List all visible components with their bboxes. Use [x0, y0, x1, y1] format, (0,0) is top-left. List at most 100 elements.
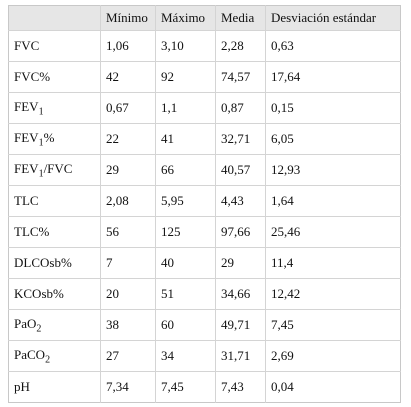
label-text: FEV [14, 160, 39, 176]
value-cell: 40,57 [215, 154, 266, 186]
table-row: FEV1% 22 41 32,71 6,05 [8, 123, 401, 155]
value-cell: 25,46 [265, 216, 401, 248]
value-cell: 3,10 [155, 30, 216, 62]
table-row: FVC 1,06 3,10 2,28 0,63 [8, 30, 401, 62]
row-label: pH [8, 371, 101, 403]
value-cell: 0,67 [100, 92, 156, 124]
value-cell: 56 [100, 216, 156, 248]
value-cell: 34 [155, 340, 216, 372]
row-label: KCOsb% [8, 278, 101, 310]
label-text: KCOsb% [14, 286, 64, 301]
value-cell: 1,06 [100, 30, 156, 62]
table-row: KCOsb% 20 51 34,66 12,42 [8, 278, 401, 310]
value-cell: 92 [155, 61, 216, 93]
value-cell: 17,64 [265, 61, 401, 93]
value-cell: 29 [215, 247, 266, 279]
row-label: PaCO2 [8, 340, 101, 372]
value-cell: 2,08 [100, 185, 156, 217]
subscript: 1 [38, 106, 44, 118]
value-cell: 125 [155, 216, 216, 248]
value-cell: 7,43 [215, 371, 266, 403]
table-row: PaCO2 27 34 31,71 2,69 [8, 340, 401, 372]
value-cell: 0,04 [265, 371, 401, 403]
value-cell: 51 [155, 278, 216, 310]
value-cell: 20 [100, 278, 156, 310]
table-row: PaO2 38 60 49,71 7,45 [8, 309, 401, 341]
value-cell: 38 [100, 309, 156, 341]
header-cell [8, 5, 101, 31]
value-cell: 7,45 [265, 309, 401, 341]
value-cell: 31,71 [215, 340, 266, 372]
row-label: PaO2 [8, 309, 101, 341]
label-text: FVC [14, 38, 40, 53]
value-cell: 22 [100, 123, 156, 155]
value-cell: 1,64 [265, 185, 401, 217]
value-cell: 7,45 [155, 371, 216, 403]
subscript: 2 [45, 354, 51, 366]
label-text: FEV [14, 129, 39, 145]
row-label: FVC% [8, 61, 101, 93]
table-row: DLCOsb% 7 40 29 11,4 [8, 247, 401, 279]
table-row: TLC 2,08 5,95 4,43 1,64 [8, 185, 401, 217]
label-text: PaO [14, 315, 37, 331]
row-label: FEV1/FVC [8, 154, 101, 186]
value-cell: 27 [100, 340, 156, 372]
value-cell: 29 [100, 154, 156, 186]
row-label: FEV1% [8, 123, 101, 155]
row-label: FEV1 [8, 92, 101, 124]
label-text: FVC% [14, 69, 51, 84]
value-cell: 32,71 [215, 123, 266, 155]
value-cell: 41 [155, 123, 216, 155]
label-text: FEV [14, 98, 39, 114]
table-body: FVC 1,06 3,10 2,28 0,63 FVC% 42 92 74,57 17,64 FEV… [8, 30, 401, 403]
header-cell: Mínimo [100, 5, 156, 31]
value-cell: 0,87 [215, 92, 266, 124]
table-wrap: Mínimo Máximo Media Desviación estándar FVC… [8, 5, 401, 403]
label-text: /FVC [43, 160, 73, 176]
label-text: TLC [14, 193, 39, 208]
value-cell: 42 [100, 61, 156, 93]
value-cell: 34,66 [215, 278, 266, 310]
table-row: FEV1 0,67 1,1 0,87 0,15 [8, 92, 401, 124]
row-label: TLC [8, 185, 101, 217]
stats-table: Mínimo Máximo Media Desviación estándar FVC… [8, 5, 401, 403]
value-cell: 0,15 [265, 92, 401, 124]
value-cell: 74,57 [215, 61, 266, 93]
value-cell: 97,66 [215, 216, 266, 248]
label-text: DLCOsb% [14, 255, 72, 270]
label-text: TLC% [14, 224, 50, 239]
header-row: Mínimo Máximo Media Desviación estándar [8, 5, 401, 31]
row-label: DLCOsb% [8, 247, 101, 279]
subscript: 1 [38, 168, 44, 180]
table-row: FEV1/FVC 29 66 40,57 12,93 [8, 154, 401, 186]
row-label: FVC [8, 30, 101, 62]
value-cell: 2,69 [265, 340, 401, 372]
value-cell: 7 [100, 247, 156, 279]
subscript: 2 [36, 323, 42, 335]
label-text: % [43, 129, 55, 145]
table-row: pH 7,34 7,45 7,43 0,04 [8, 371, 401, 403]
value-cell: 12,93 [265, 154, 401, 186]
label-text: pH [14, 379, 30, 394]
table-row: TLC% 56 125 97,66 25,46 [8, 216, 401, 248]
row-label: TLC% [8, 216, 101, 248]
label-text: PaCO [14, 346, 46, 362]
value-cell: 5,95 [155, 185, 216, 217]
header-cell: Desviación estándar [265, 5, 401, 31]
header-cell: Media [215, 5, 266, 31]
subscript: 1 [38, 137, 44, 149]
value-cell: 49,71 [215, 309, 266, 341]
value-cell: 7,34 [100, 371, 156, 403]
value-cell: 11,4 [265, 247, 401, 279]
header-cell: Máximo [155, 5, 216, 31]
value-cell: 2,28 [215, 30, 266, 62]
table-row: FVC% 42 92 74,57 17,64 [8, 61, 401, 93]
value-cell: 4,43 [215, 185, 266, 217]
value-cell: 6,05 [265, 123, 401, 155]
value-cell: 1,1 [155, 92, 216, 124]
value-cell: 0,63 [265, 30, 401, 62]
value-cell: 12,42 [265, 278, 401, 310]
value-cell: 40 [155, 247, 216, 279]
value-cell: 66 [155, 154, 216, 186]
